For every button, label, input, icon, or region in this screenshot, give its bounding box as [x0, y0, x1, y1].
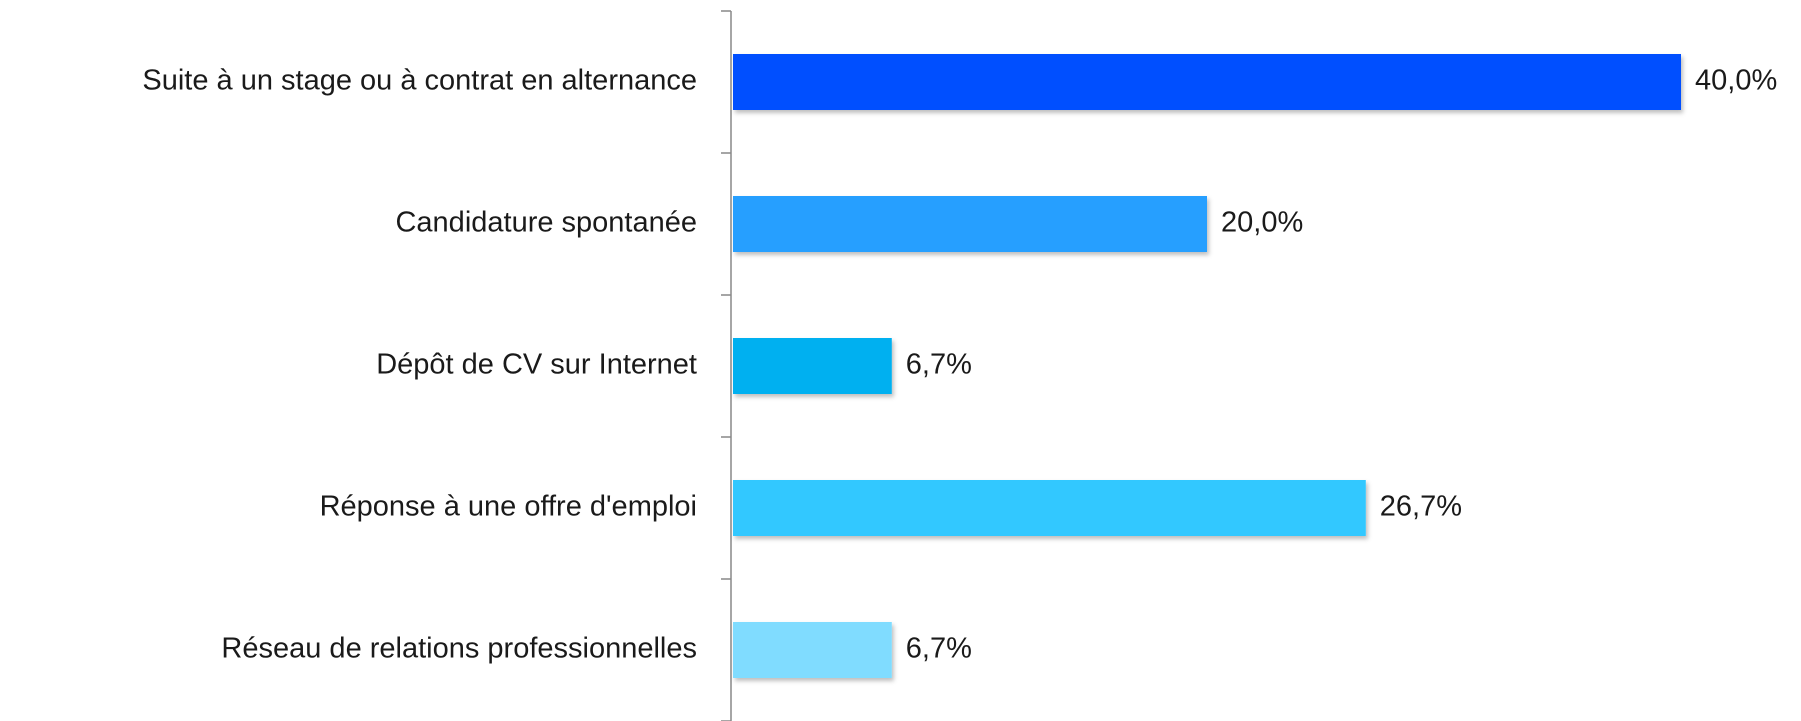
bar	[733, 196, 1207, 252]
bar	[733, 54, 1681, 110]
value-label: 6,7%	[906, 349, 972, 381]
category-label: Réponse à une offre d'emploi	[320, 491, 697, 523]
value-label: 20,0%	[1221, 207, 1303, 239]
bar	[733, 622, 892, 678]
category-label: Suite à un stage ou à contrat en alterna…	[142, 65, 697, 97]
value-label: 40,0%	[1695, 65, 1777, 97]
value-label: 26,7%	[1380, 491, 1462, 523]
bar	[733, 480, 1366, 536]
category-label: Réseau de relations professionnelles	[221, 633, 697, 665]
category-label: Dépôt de CV sur Internet	[376, 349, 697, 381]
category-label: Candidature spontanée	[395, 207, 697, 239]
value-label: 6,7%	[906, 633, 972, 665]
bar	[733, 338, 892, 394]
